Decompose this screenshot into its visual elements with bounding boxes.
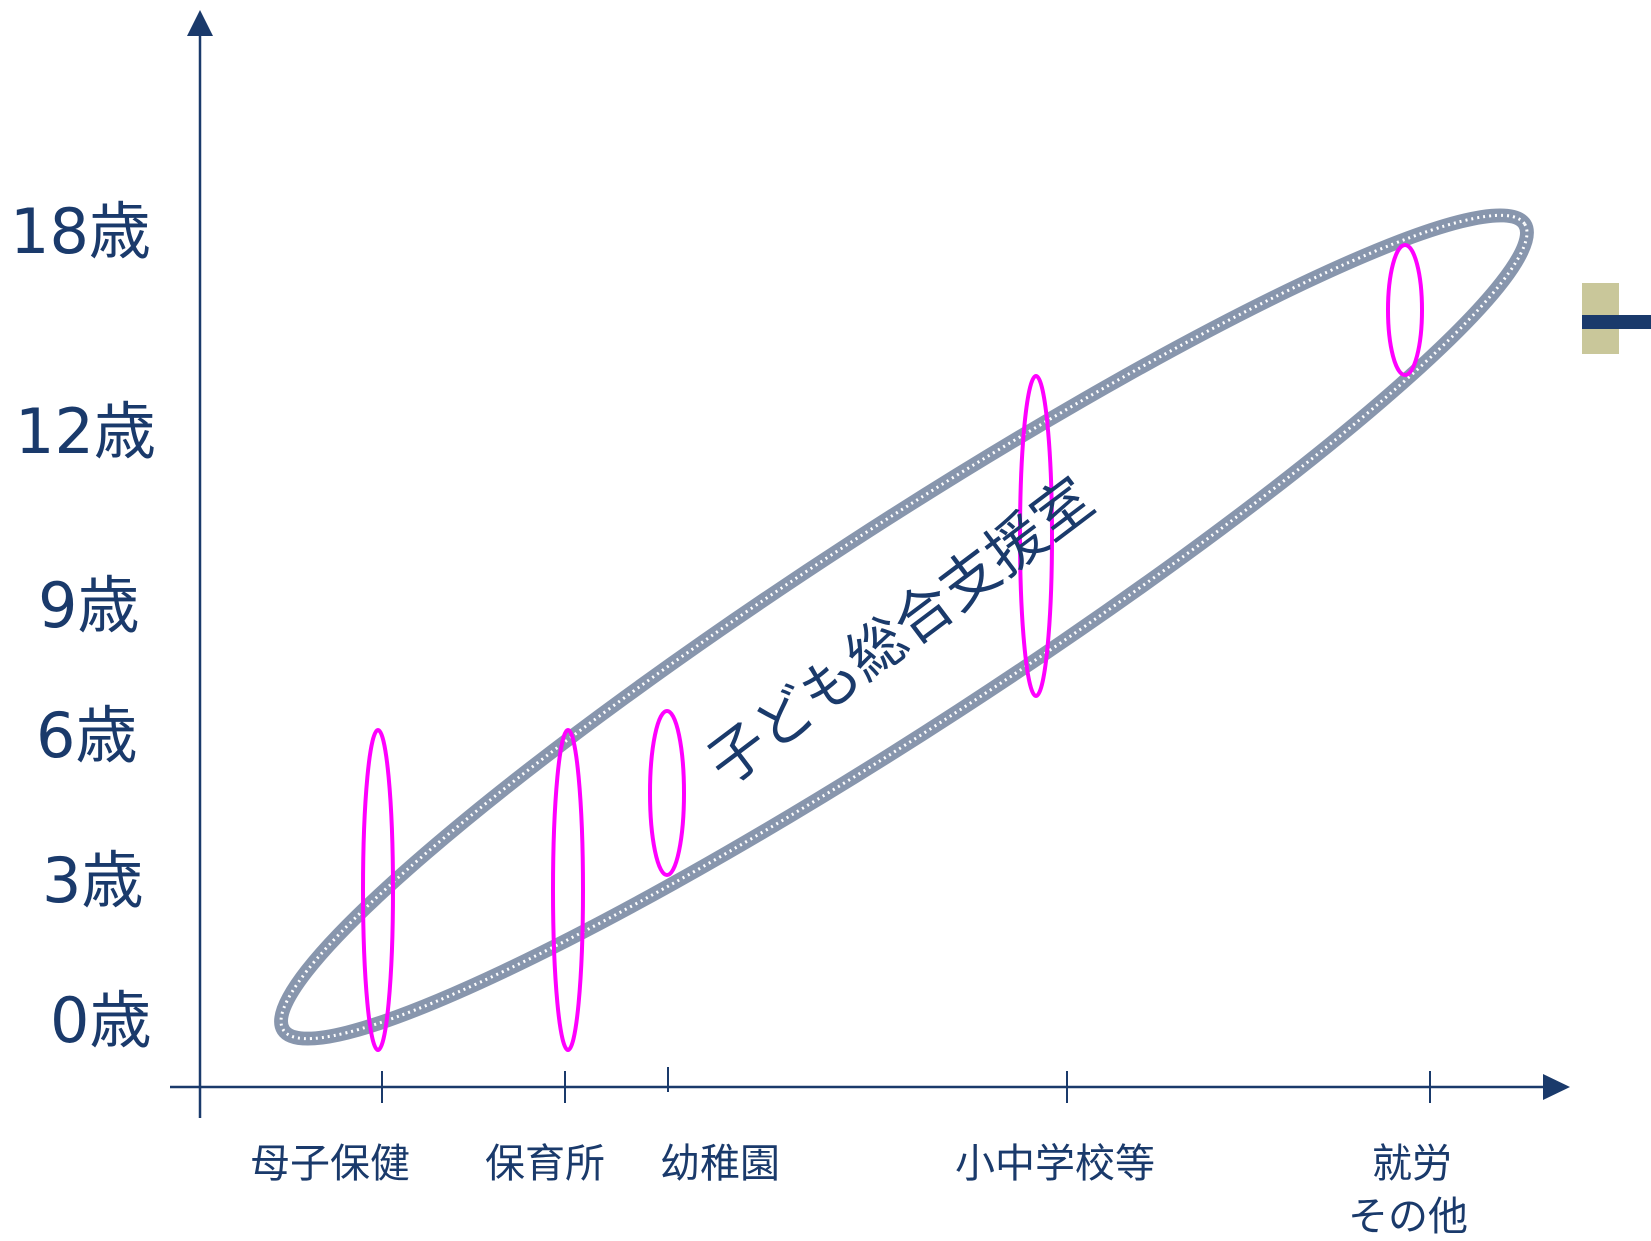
x-axis-arrow [1543, 1074, 1570, 1100]
x-label-other: その他 [1348, 1194, 1468, 1240]
stage-ellipse-school [1018, 374, 1054, 698]
corner-tab-bar [1582, 315, 1651, 329]
stage-ellipse-boshi [361, 728, 395, 1052]
y-label-0: 0歳 [50, 984, 151, 1057]
x-label-school: 小中学校等 [955, 1141, 1155, 1187]
y-label-3: 3歳 [42, 844, 143, 917]
stage-ellipse-work [1386, 243, 1424, 377]
y-axis-arrow [187, 10, 213, 36]
y-label-9: 9歳 [38, 569, 139, 642]
stage-ellipse-hoikusho [551, 728, 585, 1052]
y-label-6: 6歳 [36, 699, 137, 772]
x-label-work: 就労 [1372, 1141, 1452, 1187]
y-label-12: 12歳 [15, 395, 156, 468]
x-label-hoikusho: 保育所 [485, 1141, 605, 1187]
stage-ellipse-yochien [648, 709, 686, 877]
y-label-18: 18歳 [10, 195, 151, 268]
x-label-yochien: 幼稚園 [660, 1141, 780, 1187]
x-label-boshi-hoken: 母子保健 [250, 1141, 410, 1187]
